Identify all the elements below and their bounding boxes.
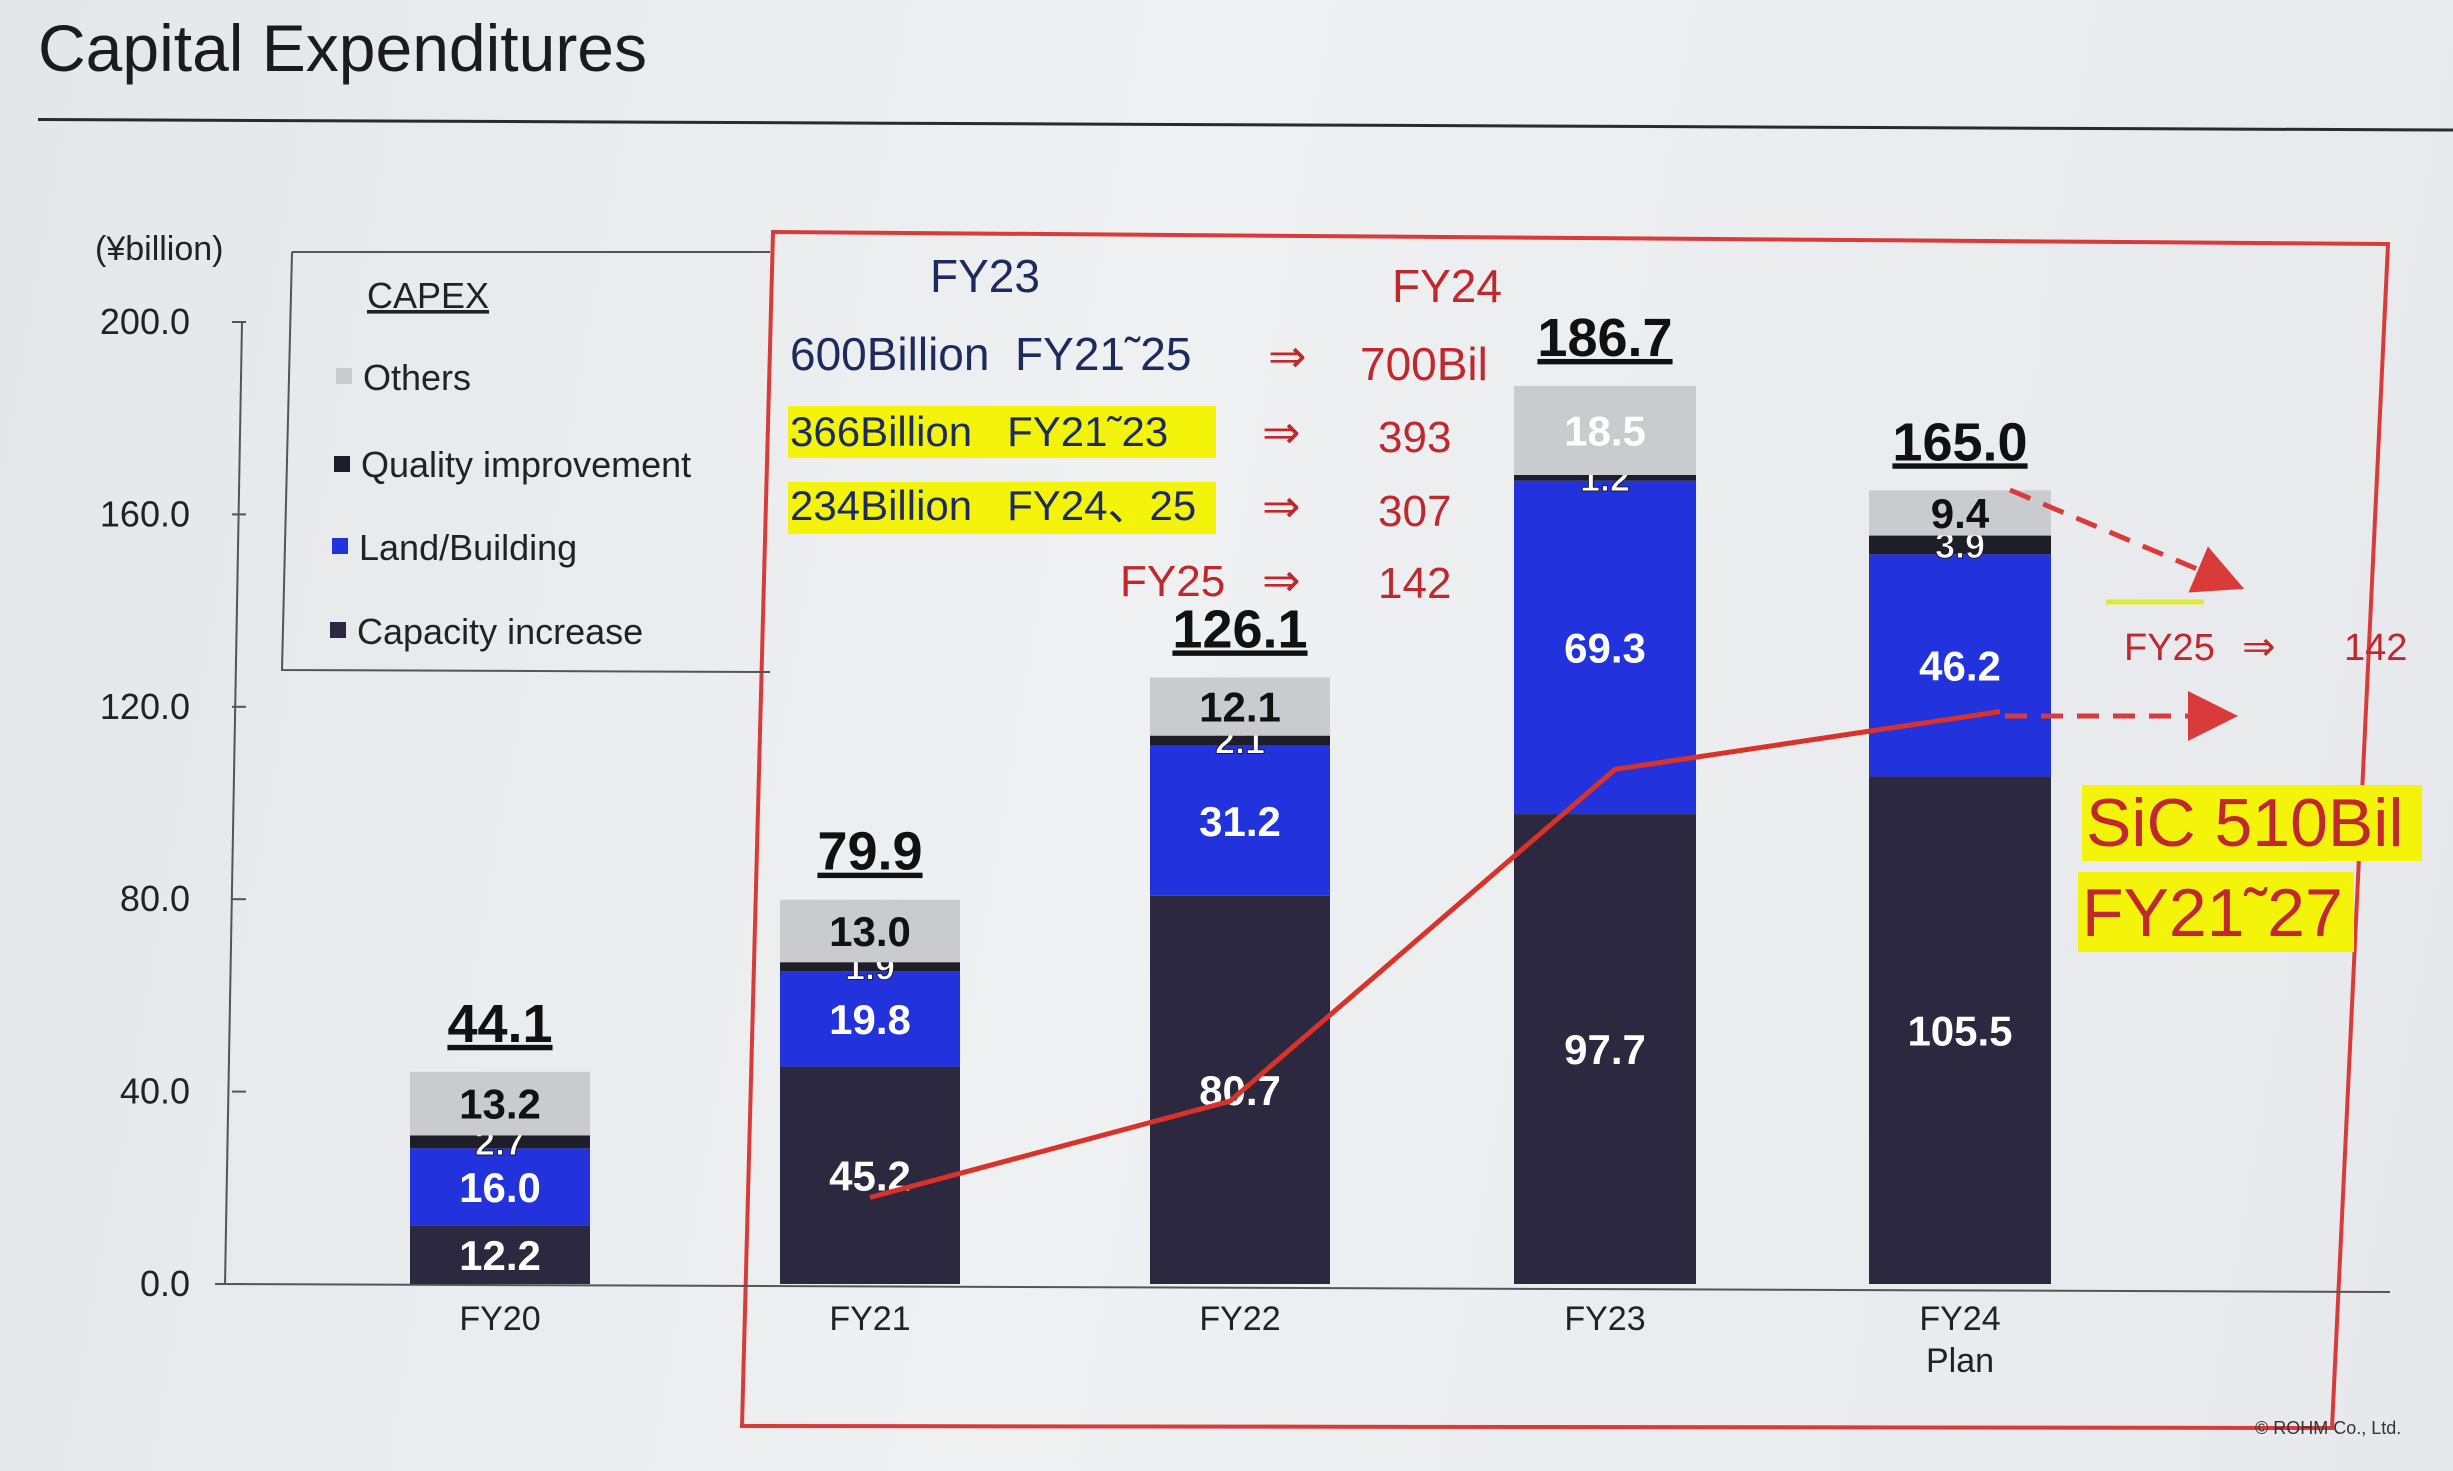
bar-segment-land-fy21 bbox=[780, 971, 960, 1067]
legend-frame bbox=[280, 251, 771, 673]
y-axis-line bbox=[224, 321, 243, 1286]
forecast-arrow: ⇒ bbox=[2242, 624, 2276, 670]
bar-segment-quality-fy24 bbox=[1869, 535, 2051, 555]
annotation-row-3-left: 234Billion FY24、25 bbox=[790, 482, 1196, 529]
value-label-others-fy21: 13.0 bbox=[829, 908, 911, 955]
bar-segment-others-fy21 bbox=[780, 899, 960, 963]
legend-item-land: Land/Building bbox=[359, 527, 577, 568]
highlight-frame bbox=[739, 229, 2391, 1431]
y-tick-label: 80.0 bbox=[120, 878, 190, 919]
sic-line-1: SiC 510Bil bbox=[2086, 785, 2404, 861]
x-tick-label-fy23: FY23 bbox=[1564, 1300, 1645, 1338]
x-axis-line bbox=[214, 1283, 2391, 1293]
annotation-row-4-arrow: ⇒ bbox=[1262, 553, 1301, 607]
bar-segment-quality-fy21 bbox=[780, 962, 960, 972]
bar-segment-capacity-fy24 bbox=[1869, 776, 2051, 1284]
annotation-row-2-right: 393 bbox=[1378, 413, 1451, 462]
legend-title: CAPEX bbox=[367, 275, 489, 316]
bar-segment-capacity-fy20 bbox=[410, 1225, 590, 1284]
value-label-land-fy20: 16.0 bbox=[459, 1164, 541, 1211]
y-tick-label: 40.0 bbox=[120, 1071, 190, 1112]
legend: CAPEX Others Quality improvement Land/Bu… bbox=[330, 275, 691, 652]
total-label-fy23: 186.7 bbox=[1537, 308, 1672, 368]
annotation-row-4-left: FY25 bbox=[1120, 557, 1225, 606]
x-tick-label-fy24: FY24 bbox=[1919, 1300, 2000, 1338]
sic-investment-line bbox=[869, 709, 2001, 1200]
y-tick-label: 120.0 bbox=[100, 686, 190, 727]
annotation-row-1-arrow: ⇒ bbox=[1268, 329, 1307, 383]
annotation-row-3-highlight bbox=[788, 482, 1216, 534]
x-tick-label-fy20: FY20 bbox=[459, 1300, 540, 1338]
sic-highlight-1 bbox=[2082, 785, 2422, 861]
bar-segment-quality-fy23 bbox=[1514, 474, 1696, 481]
sic-highlight-2 bbox=[2078, 872, 2354, 952]
annotation-row-4-right: 142 bbox=[1378, 559, 1451, 608]
value-label-capacity-fy23: 97.7 bbox=[1564, 1026, 1646, 1073]
x-tick-label-fy21: FY21 bbox=[829, 1300, 910, 1338]
value-label-capacity-fy20: 12.2 bbox=[459, 1232, 541, 1279]
value-label-land-fy24: 46.2 bbox=[1919, 643, 2001, 690]
copyright: © ROHM Co., Ltd. bbox=[2255, 1418, 2402, 1438]
forecast-value: 142 bbox=[2344, 627, 2407, 669]
legend-item-capacity: Capacity increase bbox=[357, 611, 643, 652]
forecast-arrow-upper bbox=[2009, 487, 2245, 593]
x-tick-label-fy22: FY22 bbox=[1199, 1300, 1280, 1338]
bar-segment-land-fy22 bbox=[1150, 745, 1330, 896]
annotation-row-1-left: 600Billion FY21˜25 bbox=[790, 328, 1191, 380]
forecast-label: FY25 bbox=[2124, 627, 2215, 669]
axes: (¥billion) bbox=[95, 230, 2391, 1293]
y-tick-label: 200.0 bbox=[100, 301, 190, 342]
annotation-row-3-right: 307 bbox=[1378, 487, 1451, 536]
legend-item-others: Others bbox=[363, 357, 471, 398]
annotation-row-3-arrow: ⇒ bbox=[1262, 479, 1301, 533]
y-axis-label: (¥billion) bbox=[95, 230, 224, 268]
bar-segment-others-fy23 bbox=[1514, 385, 1696, 475]
value-label-others-fy23: 18.5 bbox=[1564, 408, 1646, 455]
annotation-row-2-left: 366Billion FY21˜23 bbox=[790, 408, 1168, 455]
y-tick-label: 160.0 bbox=[100, 493, 190, 534]
x-tick-sublabel-fy24: Plan bbox=[1926, 1342, 1994, 1380]
legend-swatch-land bbox=[332, 538, 348, 554]
value-label-others-fy20: 13.2 bbox=[459, 1081, 541, 1128]
value-label-others-fy22: 12.1 bbox=[1199, 684, 1281, 731]
bar-segment-others-fy22 bbox=[1150, 677, 1330, 736]
legend-swatch-quality bbox=[334, 456, 350, 472]
total-label-fy22: 126.1 bbox=[1172, 599, 1307, 659]
bar-segment-land-fy24 bbox=[1869, 554, 2051, 777]
bar-segment-others-fy24 bbox=[1869, 490, 2051, 536]
annotations: FY23 FY24 600Billion FY21˜25 ⇒ 700Bil 36… bbox=[788, 250, 2422, 952]
bar-segment-quality-fy20 bbox=[410, 1135, 590, 1149]
total-label-fy20: 44.1 bbox=[447, 994, 552, 1054]
annotation-row-2-arrow: ⇒ bbox=[1262, 405, 1301, 459]
bar-segment-land-fy20 bbox=[410, 1148, 590, 1226]
legend-swatch-others bbox=[336, 368, 352, 384]
total-label-fy21: 79.9 bbox=[817, 822, 922, 882]
y-tick-label: 0.0 bbox=[140, 1263, 190, 1304]
bar-segment-capacity-fy21 bbox=[780, 1066, 960, 1284]
total-label-fy24: 165.0 bbox=[1892, 412, 2027, 472]
annotation-col-fy24: FY24 bbox=[1392, 260, 1502, 312]
legend-swatch-capacity bbox=[330, 622, 346, 638]
value-label-land-fy22: 31.2 bbox=[1199, 798, 1281, 845]
annotation-col-fy23: FY23 bbox=[930, 250, 1040, 302]
legend-item-quality: Quality improvement bbox=[361, 444, 691, 485]
page-title: Capital Expenditures bbox=[38, 11, 648, 85]
bar-segment-quality-fy22 bbox=[1150, 735, 1330, 746]
annotation-row-2-highlight bbox=[788, 406, 1216, 458]
value-label-others-fy24: 9.4 bbox=[1931, 490, 1990, 537]
bar-segment-capacity-fy23 bbox=[1514, 814, 1696, 1284]
value-label-land-fy21: 19.8 bbox=[829, 996, 911, 1043]
y-ticks: 0.0 40.0 80.0 120.0 160.0 200.0 bbox=[100, 301, 246, 1304]
sic-line-2: FY21˜27 bbox=[2082, 875, 2343, 951]
bar-segment-others-fy20 bbox=[410, 1071, 590, 1136]
x-labels: FY20 FY21 FY22 FY23 FY24 Plan bbox=[459, 1300, 2000, 1380]
annotation-row-1-right: 700Bil bbox=[1360, 338, 1488, 390]
value-label-capacity-fy21: 45.2 bbox=[829, 1152, 911, 1199]
value-label-land-fy23: 69.3 bbox=[1564, 625, 1646, 672]
bar-segment-land-fy23 bbox=[1514, 480, 1696, 815]
value-label-capacity-fy24: 105.5 bbox=[1907, 1007, 2012, 1054]
